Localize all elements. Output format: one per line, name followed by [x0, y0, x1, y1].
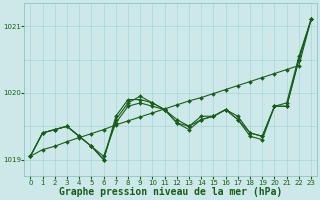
X-axis label: Graphe pression niveau de la mer (hPa): Graphe pression niveau de la mer (hPa) — [59, 187, 282, 197]
